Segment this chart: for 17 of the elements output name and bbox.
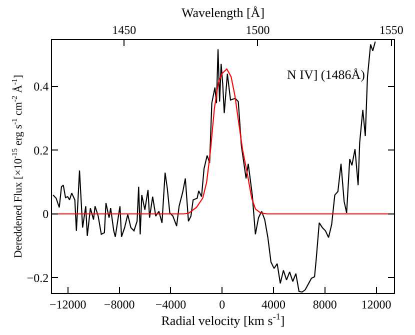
x-tick-label: 8000 xyxy=(312,297,337,312)
x-tick-label: −12000 xyxy=(50,297,86,312)
x-tick-label: 4000 xyxy=(261,297,286,312)
x-tick-label: −8000 xyxy=(104,297,135,312)
x-tick-label: 12000 xyxy=(361,297,392,312)
annotation: N IV] (1486Å) xyxy=(287,67,365,82)
x-tick-label: 0 xyxy=(219,297,226,312)
x2-tick-label: 1450 xyxy=(112,23,136,38)
x-tick-label: −4000 xyxy=(155,297,186,312)
y-tick-label: −0.2 xyxy=(26,270,49,285)
y-tick-label: 0 xyxy=(42,207,49,222)
x2-axis-title: Wavelength [Å] xyxy=(181,5,265,20)
x2-tick-label: 1500 xyxy=(246,23,270,38)
y-tick-label: 0.4 xyxy=(34,79,49,94)
y-tick-label: 0.2 xyxy=(34,143,49,158)
x-axis-title: Radial velocity [km s$^{-1}$] xyxy=(161,311,285,328)
x2-tick-label: 1550 xyxy=(379,23,404,38)
